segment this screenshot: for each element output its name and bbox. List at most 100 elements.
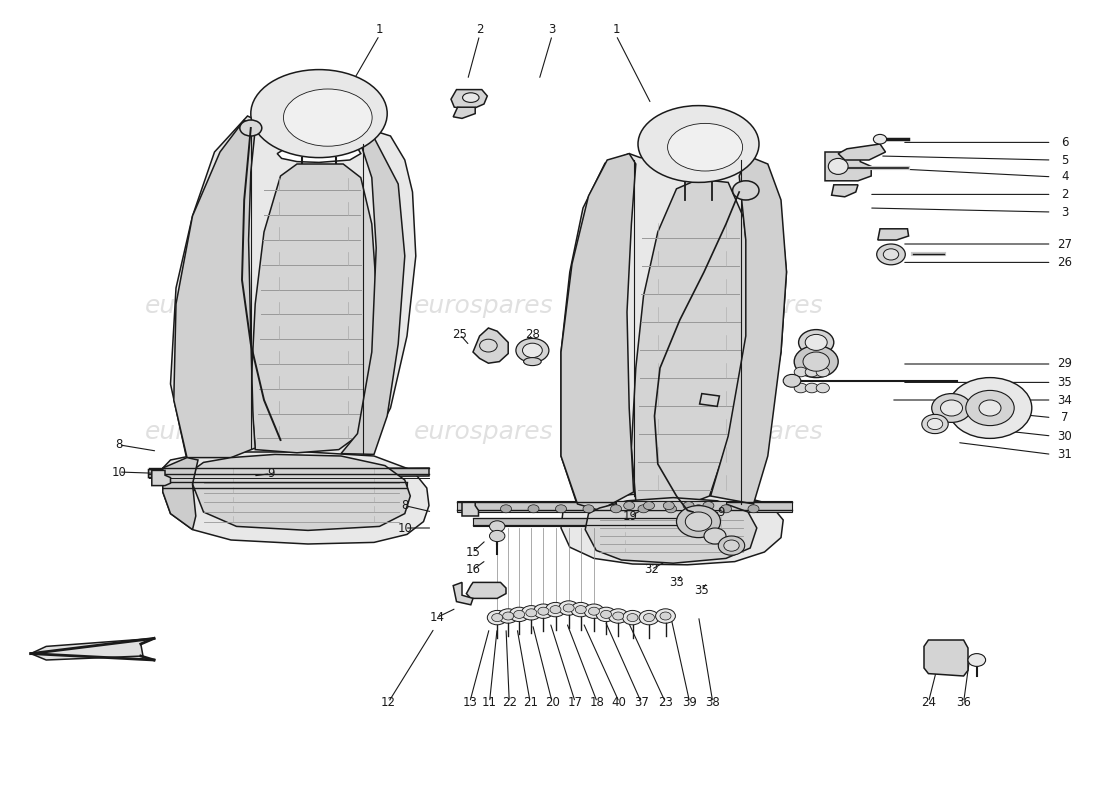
Text: 9: 9: [717, 506, 724, 518]
Ellipse shape: [524, 358, 541, 366]
Bar: [456, 501, 792, 512]
Circle shape: [500, 505, 512, 513]
Text: 31: 31: [1057, 448, 1072, 461]
Text: 22: 22: [502, 696, 517, 709]
Ellipse shape: [828, 158, 848, 174]
Circle shape: [927, 418, 943, 430]
Polygon shape: [148, 468, 429, 478]
Polygon shape: [152, 470, 170, 486]
Circle shape: [799, 330, 834, 355]
Circle shape: [794, 367, 807, 377]
Text: eurospares: eurospares: [145, 294, 284, 318]
Circle shape: [660, 612, 671, 620]
Circle shape: [550, 606, 561, 614]
Circle shape: [538, 607, 549, 615]
Text: 23: 23: [658, 696, 673, 709]
Text: 9: 9: [267, 467, 274, 480]
Polygon shape: [832, 185, 858, 197]
Circle shape: [514, 610, 525, 618]
Circle shape: [583, 505, 594, 513]
Circle shape: [940, 400, 962, 416]
Circle shape: [584, 604, 604, 618]
Polygon shape: [561, 493, 783, 565]
Polygon shape: [711, 156, 786, 504]
Text: 12: 12: [381, 696, 396, 709]
Circle shape: [563, 604, 574, 612]
Text: 21: 21: [522, 696, 538, 709]
Circle shape: [487, 610, 507, 625]
Circle shape: [503, 612, 514, 620]
Circle shape: [805, 383, 818, 393]
Polygon shape: [31, 638, 154, 660]
Text: 1: 1: [613, 23, 619, 36]
Text: 2: 2: [1062, 188, 1068, 201]
Text: 34: 34: [1057, 394, 1072, 406]
Ellipse shape: [284, 89, 372, 146]
Ellipse shape: [638, 106, 759, 182]
Circle shape: [522, 343, 542, 358]
Circle shape: [624, 502, 635, 510]
Polygon shape: [825, 152, 871, 181]
Circle shape: [644, 614, 654, 622]
Polygon shape: [838, 144, 886, 160]
Text: 2: 2: [476, 23, 483, 36]
Circle shape: [571, 602, 591, 617]
Circle shape: [805, 367, 818, 377]
Text: 8: 8: [116, 438, 122, 451]
Circle shape: [534, 604, 553, 618]
Text: 10: 10: [111, 466, 126, 478]
Circle shape: [718, 536, 745, 555]
Polygon shape: [700, 394, 719, 406]
Circle shape: [663, 502, 674, 510]
Polygon shape: [585, 498, 757, 563]
Text: 10: 10: [397, 522, 412, 534]
Circle shape: [516, 338, 549, 362]
Text: eurospares: eurospares: [684, 420, 823, 444]
Circle shape: [509, 607, 529, 622]
Polygon shape: [453, 582, 473, 605]
Circle shape: [546, 602, 565, 617]
Text: 33: 33: [669, 576, 684, 589]
Circle shape: [526, 609, 537, 617]
Polygon shape: [462, 502, 478, 516]
Circle shape: [685, 512, 712, 531]
Text: 5: 5: [1062, 154, 1068, 166]
Circle shape: [873, 134, 887, 144]
Circle shape: [490, 530, 505, 542]
Circle shape: [490, 521, 505, 532]
Text: 26: 26: [1057, 256, 1072, 269]
Text: eurospares: eurospares: [684, 294, 823, 318]
Circle shape: [556, 505, 566, 513]
Circle shape: [644, 502, 654, 510]
Circle shape: [724, 540, 739, 551]
Text: 13: 13: [462, 696, 477, 709]
Text: 40: 40: [612, 696, 627, 709]
Circle shape: [733, 181, 759, 200]
Text: 17: 17: [568, 696, 583, 709]
Circle shape: [703, 502, 714, 510]
Polygon shape: [192, 454, 410, 530]
Circle shape: [623, 610, 642, 625]
Polygon shape: [453, 107, 475, 118]
Text: 36: 36: [956, 696, 971, 709]
Text: 18: 18: [590, 696, 605, 709]
Polygon shape: [878, 229, 909, 240]
Text: 30: 30: [1057, 430, 1072, 442]
Text: 28: 28: [525, 328, 540, 341]
Bar: [163, 482, 407, 490]
Circle shape: [575, 606, 586, 614]
Circle shape: [676, 506, 720, 538]
Polygon shape: [451, 90, 487, 109]
Polygon shape: [561, 154, 636, 510]
Text: 39: 39: [682, 696, 697, 709]
Ellipse shape: [668, 123, 742, 171]
Polygon shape: [174, 120, 255, 458]
Circle shape: [627, 614, 638, 622]
Text: 35: 35: [694, 584, 710, 597]
Text: 4: 4: [1062, 170, 1068, 183]
Circle shape: [521, 606, 541, 620]
Ellipse shape: [462, 93, 480, 102]
Circle shape: [492, 614, 503, 622]
Text: 19: 19: [623, 510, 638, 522]
Circle shape: [877, 244, 905, 265]
